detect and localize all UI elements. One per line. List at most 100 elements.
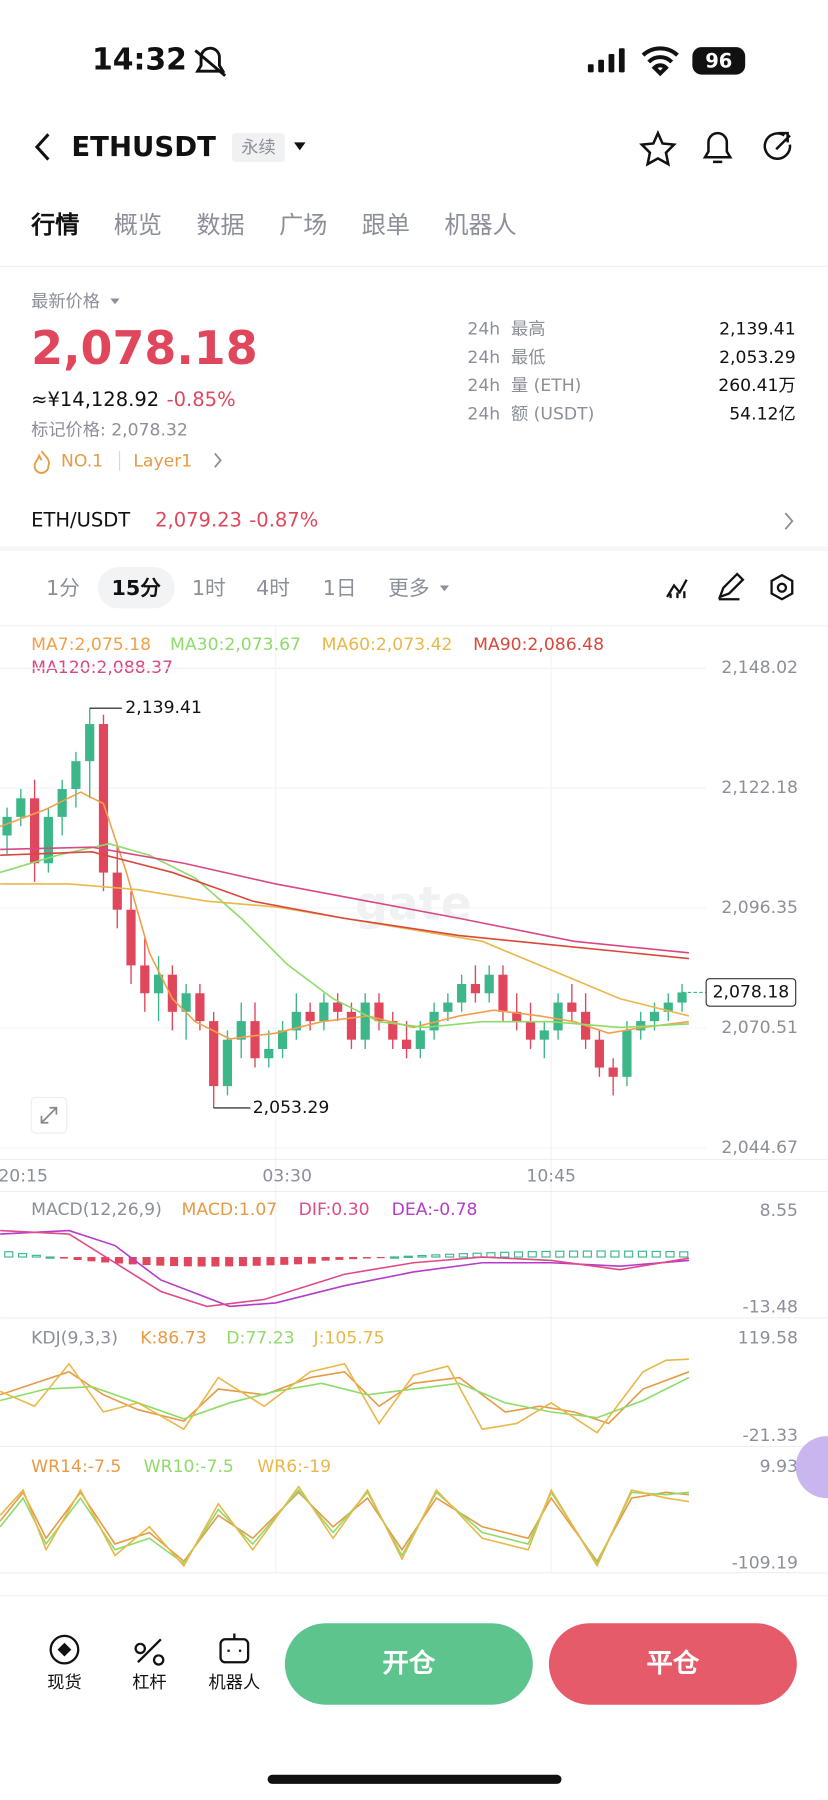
dif-line — [0, 1229, 690, 1308]
last-price: 2,078.18 — [31, 321, 258, 375]
tag-chevron[interactable] — [214, 452, 222, 468]
indicator-lines — [0, 1229, 690, 1568]
wr-item: WR14:-7.5 — [31, 1457, 121, 1477]
macd-item: MACD:1.07 — [182, 1200, 278, 1220]
macd-histogram — [500, 1251, 510, 1258]
floating-button[interactable] — [795, 1436, 828, 1499]
macd-histogram — [4, 1251, 14, 1258]
ma7-line — [0, 791, 690, 1040]
timeframe-active — [97, 567, 175, 609]
spot-icon[interactable] — [49, 1634, 80, 1665]
candle-body — [57, 789, 67, 817]
indicator-tick: 9.93 — [760, 1457, 798, 1477]
symbol-dropdown[interactable] — [294, 142, 306, 151]
candle-body — [608, 1067, 618, 1077]
x-tick-label: 20:15 — [0, 1167, 48, 1187]
macd-histogram — [266, 1257, 275, 1266]
candle-body — [305, 1011, 315, 1022]
timeframe[interactable]: 更多 — [388, 576, 429, 600]
candle-body — [264, 1048, 274, 1059]
bot-icon[interactable] — [219, 1638, 250, 1664]
tab[interactable]: 行情 — [30, 211, 79, 239]
candle-body — [567, 1002, 577, 1012]
macd-histogram — [59, 1257, 68, 1259]
settings-icon[interactable] — [770, 573, 794, 601]
open-label[interactable]: 开仓 — [382, 1648, 435, 1679]
macd-histogram — [170, 1257, 179, 1267]
settings-icon-center — [776, 582, 788, 593]
candle-body — [415, 1030, 425, 1049]
tab[interactable]: 数据 — [196, 211, 244, 239]
stat-value: 2,139.41 — [719, 319, 796, 339]
macd-histogram — [87, 1257, 96, 1262]
pair-change: -0.87% — [249, 509, 318, 532]
tag: NO.1 — [61, 451, 103, 471]
candle-body — [319, 1002, 329, 1022]
back-button[interactable] — [34, 133, 50, 161]
badge-bg — [232, 133, 285, 162]
timeframe[interactable]: 1时 — [192, 576, 226, 600]
price-dropdown[interactable] — [110, 298, 120, 305]
share-icon[interactable] — [763, 131, 792, 160]
draw-icon[interactable] — [717, 572, 745, 601]
candle-body — [484, 974, 494, 994]
macd-histogram — [513, 1251, 524, 1258]
timeframe[interactable]: 15分 — [112, 576, 162, 600]
close-label[interactable]: 平仓 — [646, 1648, 699, 1679]
candle-body — [553, 1002, 563, 1031]
macd-histogram — [651, 1250, 661, 1258]
macd-histogram — [665, 1251, 675, 1258]
y-tick-label: 2,044.67 — [721, 1138, 798, 1158]
macd-histogram — [211, 1257, 220, 1267]
candle-body — [167, 974, 177, 1012]
bot-icon-face — [227, 1633, 242, 1652]
candle-body — [457, 983, 467, 1003]
macd-histogram — [238, 1257, 247, 1267]
macd-histogram — [596, 1250, 606, 1258]
y-tick-label: 2,148.02 — [721, 658, 798, 678]
favorite-icon[interactable] — [639, 130, 677, 167]
candle-body — [181, 993, 191, 1012]
tab[interactable]: 广场 — [279, 211, 327, 239]
macd-histogram — [610, 1250, 620, 1258]
close-button[interactable] — [548, 1623, 797, 1705]
open-button[interactable] — [284, 1623, 533, 1705]
current-price: 2,078.18 — [713, 982, 790, 1002]
macd-histogram — [335, 1257, 344, 1260]
candle-body — [112, 872, 122, 910]
indicator-tick: -21.33 — [743, 1426, 798, 1446]
margin-icon[interactable] — [134, 1638, 165, 1666]
timeframe[interactable]: 1日 — [323, 576, 357, 600]
candle-body — [594, 1039, 604, 1068]
candle-body — [140, 965, 150, 994]
tab[interactable]: 机器人 — [444, 211, 516, 239]
indicator-icon[interactable] — [666, 579, 688, 599]
macd-histogram — [486, 1252, 496, 1258]
alert-icon[interactable] — [702, 131, 733, 164]
timeframe[interactable]: 1分 — [46, 576, 80, 600]
macd-histogram — [280, 1257, 289, 1265]
stat-period: 24h — [467, 376, 500, 396]
nav-label[interactable]: 机器人 — [209, 1673, 261, 1693]
macd-histogram — [142, 1257, 151, 1266]
y-tick-label: 2,070.51 — [721, 1018, 798, 1038]
macd-histogram — [637, 1250, 648, 1258]
tab[interactable]: 跟单 — [362, 211, 410, 239]
tab[interactable]: 概览 — [114, 211, 162, 239]
stat-period: 24h — [467, 348, 500, 368]
candle-body — [443, 1002, 453, 1012]
macd-histogram — [431, 1254, 441, 1258]
nav-label[interactable]: 现货 — [47, 1673, 81, 1693]
ma-label: MA7:2,075.18 — [31, 635, 151, 655]
nav-label[interactable]: 杠杆 — [132, 1673, 166, 1693]
more-dropdown[interactable] — [439, 585, 450, 592]
macd-item: DIF:0.30 — [299, 1200, 370, 1220]
macd-histogram — [541, 1250, 551, 1258]
stat-label: 最低 — [511, 348, 545, 368]
timeframe[interactable]: 4时 — [256, 576, 290, 600]
pair-chevron[interactable] — [784, 512, 794, 530]
candle-body — [236, 1021, 246, 1040]
macd-histogram — [679, 1251, 689, 1258]
candle-body — [333, 1002, 343, 1012]
